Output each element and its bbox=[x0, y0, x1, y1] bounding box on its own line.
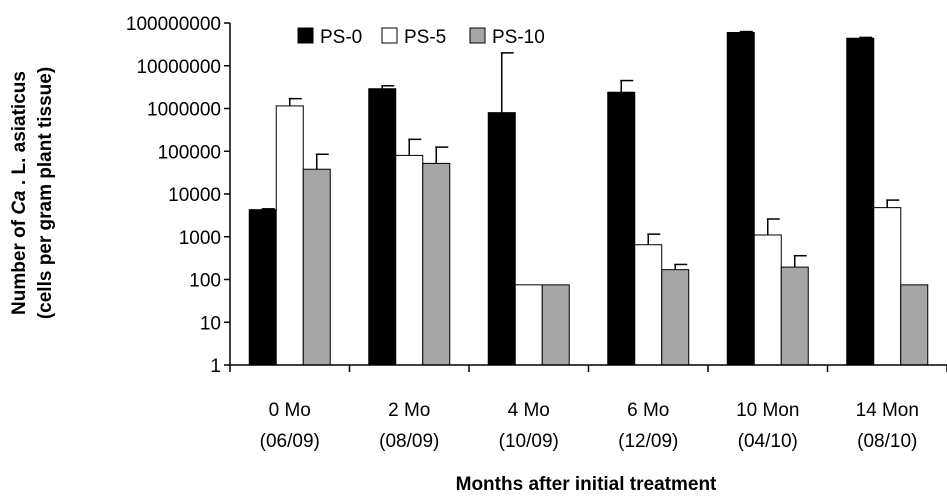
category-label: 2 Mo bbox=[388, 400, 430, 421]
legend-swatch bbox=[381, 27, 398, 44]
legend-swatch bbox=[469, 27, 486, 44]
y-axis-title-line1: Number of Ca . L. asiaticus bbox=[9, 71, 30, 315]
y-tick-label: 100 bbox=[189, 271, 221, 292]
category-label: 0 Mo bbox=[269, 400, 311, 421]
legend-swatch bbox=[297, 27, 314, 44]
y-tick-label: 1 bbox=[210, 356, 221, 377]
bar bbox=[395, 154, 424, 366]
y-axis: 1 10 100 1000 10000 100000 1000000 10000000 1000… bbox=[126, 14, 231, 377]
x-axis-title: Months after initial treatment bbox=[456, 474, 717, 495]
legend-label: PS-10 bbox=[492, 27, 545, 48]
bar bbox=[846, 37, 875, 366]
legend: PS-0 PS-5 PS-10 bbox=[297, 27, 545, 48]
bar bbox=[248, 209, 277, 366]
category-date-label: (08/09) bbox=[379, 431, 439, 452]
bar bbox=[661, 269, 690, 366]
bar bbox=[753, 234, 782, 366]
bar bbox=[514, 284, 543, 366]
category-label: 4 Mo bbox=[508, 400, 550, 421]
bar bbox=[275, 105, 304, 366]
category-date-label: (04/10) bbox=[738, 431, 798, 452]
bar bbox=[607, 91, 636, 366]
category-label: 14 Mon bbox=[856, 400, 919, 421]
bar bbox=[368, 88, 397, 366]
bar bbox=[487, 112, 516, 366]
category-date-label: (08/10) bbox=[857, 431, 917, 452]
y-axis-title-line2: (cells per gram plant tissue) bbox=[35, 67, 56, 319]
bar-series bbox=[248, 30, 929, 366]
bar bbox=[541, 284, 570, 366]
y-tick-label: 10000 bbox=[168, 185, 221, 206]
category-date-label: (10/09) bbox=[499, 431, 559, 452]
bar bbox=[780, 266, 809, 366]
y-tick-label: 100000 bbox=[158, 142, 221, 163]
category-label: 6 Mo bbox=[627, 400, 669, 421]
y-tick-label: 1000000 bbox=[147, 100, 221, 121]
bar bbox=[422, 162, 451, 366]
bar bbox=[634, 244, 663, 366]
x-axis: 0 Mo (06/09) 2 Mo (08/09) 4 Mo (10/09) 6 Mo (12… bbox=[229, 364, 947, 452]
bar bbox=[873, 207, 902, 366]
category-date-label: (12/09) bbox=[618, 431, 678, 452]
bar bbox=[726, 31, 755, 366]
category-label: 10 Mon bbox=[736, 400, 799, 421]
y-tick-label: 1000 bbox=[179, 228, 221, 249]
y-tick-label: 10000000 bbox=[136, 57, 221, 78]
y-axis-title: Number of Ca . L. asiaticus (cells per g… bbox=[9, 67, 56, 319]
legend-label: PS-0 bbox=[320, 27, 362, 48]
legend-label: PS-5 bbox=[404, 27, 446, 48]
bar bbox=[302, 168, 331, 366]
y-tick-label: 100000000 bbox=[126, 14, 221, 35]
category-date-label: (06/09) bbox=[260, 431, 320, 452]
y-tick-label: 10 bbox=[200, 313, 221, 334]
bar bbox=[900, 284, 929, 366]
